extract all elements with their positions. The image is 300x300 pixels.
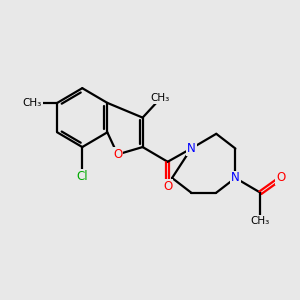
Text: CH₃: CH₃ bbox=[22, 98, 42, 108]
Text: O: O bbox=[276, 172, 286, 184]
Text: CH₃: CH₃ bbox=[151, 94, 170, 103]
Text: N: N bbox=[231, 172, 240, 184]
Text: Cl: Cl bbox=[76, 170, 88, 183]
Text: O: O bbox=[113, 148, 122, 161]
Text: O: O bbox=[163, 180, 172, 193]
Text: CH₃: CH₃ bbox=[251, 216, 270, 226]
Text: N: N bbox=[187, 142, 196, 155]
